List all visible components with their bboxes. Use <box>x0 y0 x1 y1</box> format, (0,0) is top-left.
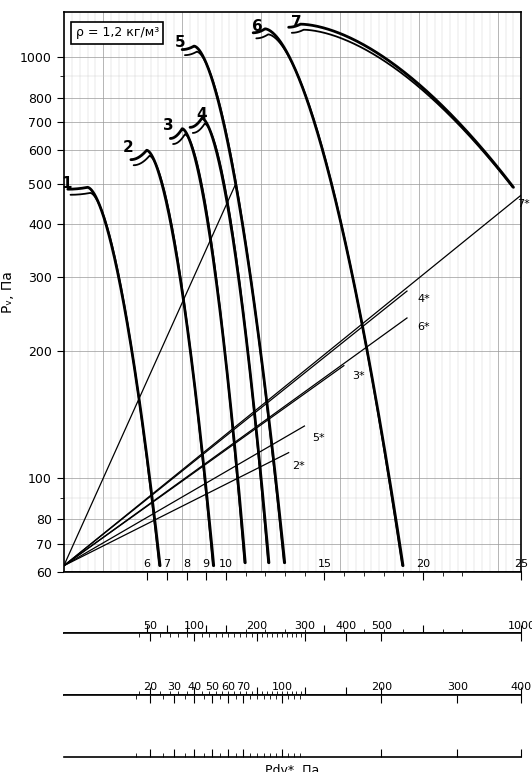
Text: 4: 4 <box>196 107 207 122</box>
Text: 3: 3 <box>163 117 173 133</box>
Text: 5*: 5* <box>312 433 325 443</box>
Text: 6: 6 <box>252 19 262 34</box>
Y-axis label: Pᵥ, Па: Pᵥ, Па <box>1 271 14 313</box>
X-axis label: Pdv*, Па: Pdv*, Па <box>265 764 320 772</box>
Text: 5: 5 <box>175 36 186 50</box>
X-axis label: Pdv, Па: Pdv, Па <box>269 703 317 716</box>
Text: 1*: 1* <box>234 578 246 588</box>
Text: 4*: 4* <box>417 294 430 304</box>
Text: 3*: 3* <box>352 371 364 381</box>
Text: 1: 1 <box>61 176 71 191</box>
X-axis label: Q, м3/ч × 1000: Q, м3/ч × 1000 <box>239 602 346 616</box>
Text: 2: 2 <box>123 140 134 154</box>
Text: 2*: 2* <box>293 461 305 471</box>
Text: 6*: 6* <box>417 322 430 332</box>
Text: 7*: 7* <box>518 199 530 209</box>
Text: ρ = 1,2 кг/м³: ρ = 1,2 кг/м³ <box>76 26 159 39</box>
X-axis label: V, м/с: V, м/с <box>274 641 311 654</box>
Text: 7: 7 <box>291 15 302 30</box>
